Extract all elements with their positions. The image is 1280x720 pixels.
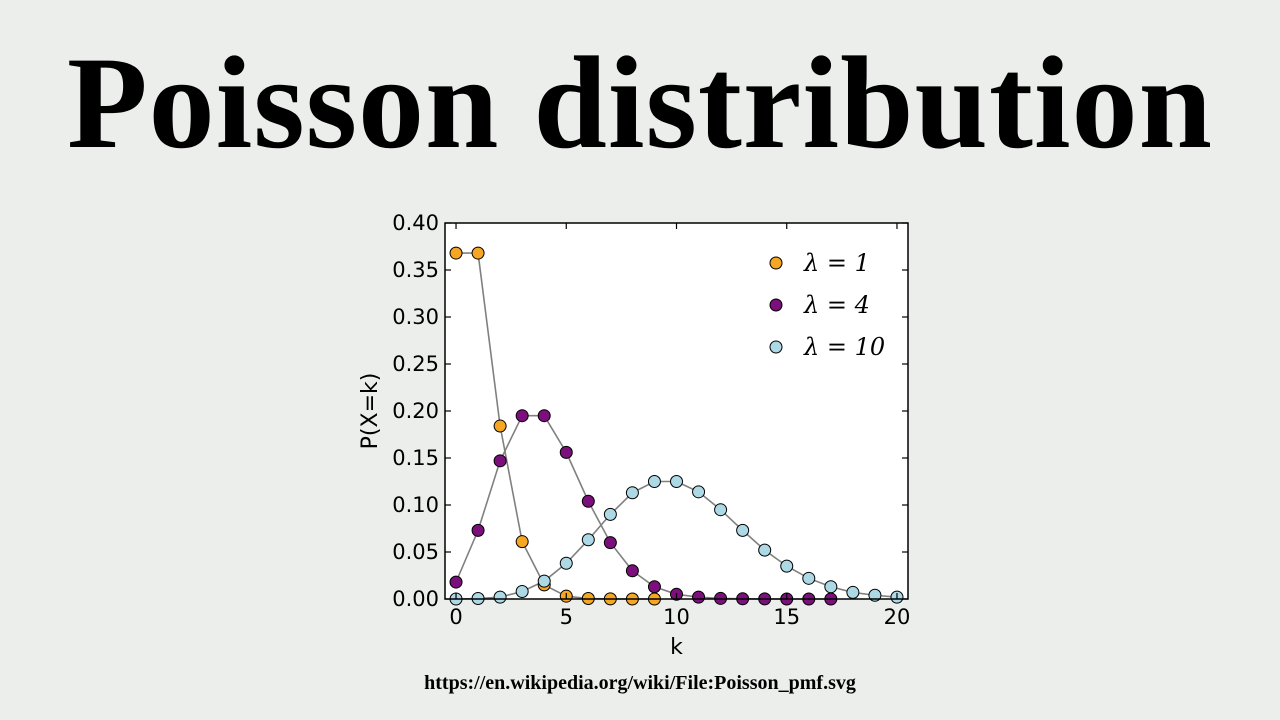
- data-point-2-11: [692, 485, 706, 499]
- y-axis-label: P(X=k): [358, 373, 383, 450]
- x-tick-label: 15: [773, 605, 800, 629]
- data-point-2-10: [670, 475, 683, 488]
- data-point-1-3: [515, 409, 529, 423]
- data-point-0-1: [471, 246, 485, 260]
- y-tick-label: 0.10: [392, 493, 439, 517]
- x-tick-label: 5: [560, 605, 573, 629]
- slide-title: Poisson distribution: [67, 29, 1213, 176]
- legend-label-0: λ = 1: [803, 249, 870, 277]
- data-point-2-16: [802, 571, 816, 585]
- y-tick-label: 0.00: [392, 587, 439, 611]
- x-tick-label: 10: [663, 605, 690, 629]
- data-point-1-8: [625, 564, 639, 578]
- data-point-1-1: [471, 523, 485, 537]
- data-point-2-9: [647, 475, 661, 488]
- data-point-0-2: [493, 419, 507, 433]
- data-point-2-18: [846, 585, 860, 599]
- data-point-2-5: [559, 556, 573, 570]
- data-point-1-5: [559, 445, 573, 459]
- y-tick-label: 0.20: [392, 399, 439, 423]
- data-point-2-14: [758, 543, 772, 557]
- plot-background: [445, 223, 908, 599]
- data-point-0-0: [449, 246, 463, 260]
- legend-marker-0: [769, 256, 783, 270]
- data-point-1-6: [581, 494, 595, 508]
- data-point-2-6: [581, 533, 595, 547]
- data-point-1-4: [537, 409, 551, 423]
- y-tick-label: 0.05: [392, 540, 439, 564]
- y-tick-label: 0.40: [392, 211, 439, 235]
- legend-label-1: λ = 4: [803, 291, 870, 319]
- x-tick-label: 20: [884, 605, 911, 629]
- data-point-1-0: [449, 575, 463, 589]
- poisson-pmf-chart: 0 5 10 15 20 0.00 0.05 0.10 0.15 0.20 0.25 0.30 0.35…: [358, 211, 911, 660]
- data-point-2-17: [824, 580, 838, 594]
- data-point-0-3: [515, 535, 529, 549]
- legend-label-2: λ = 10: [803, 333, 885, 361]
- legend-marker-2: [769, 340, 783, 354]
- data-point-2-15: [780, 559, 794, 573]
- data-point-2-7: [603, 507, 617, 521]
- data-point-2-13: [736, 523, 750, 537]
- y-tick-label: 0.15: [392, 446, 439, 470]
- data-point-2-2: [493, 590, 507, 604]
- data-point-1-11: [692, 590, 706, 604]
- data-point-2-4: [537, 574, 551, 588]
- chart-container: 0 5 10 15 20 0.00 0.05 0.10 0.15 0.20 0.25 0.30 0.35…: [340, 205, 940, 670]
- data-point-2-19: [868, 588, 882, 602]
- data-point-2-8: [625, 486, 639, 500]
- x-axis-label: k: [670, 635, 683, 660]
- data-point-1-9: [647, 580, 661, 594]
- y-tick-label: 0.30: [392, 305, 439, 329]
- data-point-2-3: [515, 584, 529, 598]
- data-point-1-7: [603, 536, 617, 550]
- data-point-1-2: [493, 454, 507, 468]
- x-tick-label: 0: [449, 605, 462, 629]
- source-url[interactable]: https://en.wikipedia.org/wiki/File:Poiss…: [424, 672, 856, 694]
- data-point-2-12: [714, 503, 728, 517]
- y-tick-label: 0.25: [392, 352, 439, 376]
- legend-marker-1: [769, 298, 783, 312]
- y-tick-label: 0.35: [392, 258, 439, 282]
